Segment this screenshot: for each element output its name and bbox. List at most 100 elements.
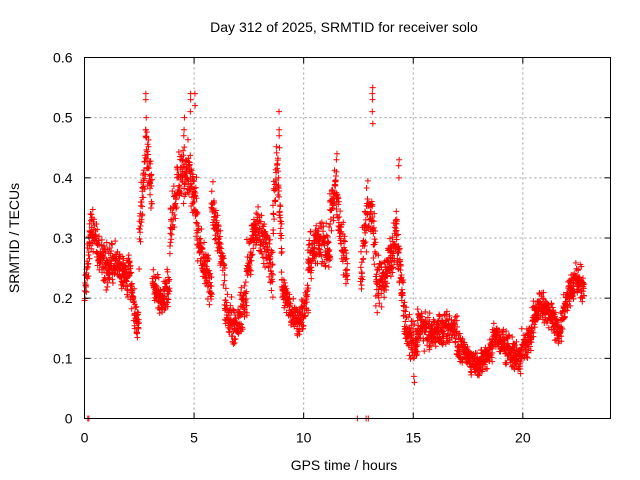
- data-point: [383, 286, 390, 293]
- data-point: [276, 126, 283, 133]
- data-point: [173, 204, 180, 211]
- data-point: [403, 304, 410, 311]
- data-point: [166, 285, 173, 292]
- x-axis-label: GPS time / hours: [291, 457, 398, 473]
- y-tick-label: 0.3: [53, 230, 73, 246]
- data-point: [224, 315, 231, 322]
- data-point: [363, 185, 370, 192]
- data-point: [540, 289, 547, 296]
- data-point: [264, 260, 271, 267]
- data-point: [218, 245, 225, 252]
- data-point: [216, 233, 223, 240]
- x-tick-label: 15: [405, 430, 421, 446]
- data-point: [249, 251, 256, 258]
- data-point: [187, 166, 194, 173]
- data-point: [298, 304, 305, 311]
- data-point: [537, 299, 544, 306]
- data-point: [333, 156, 340, 163]
- data-point: [411, 379, 418, 386]
- data-point: [395, 174, 402, 181]
- data-point: [215, 223, 222, 230]
- data-point: [268, 249, 275, 256]
- data-point: [343, 255, 350, 262]
- data-point: [564, 301, 571, 308]
- x-tick-label: 0: [81, 430, 89, 446]
- data-point: [248, 252, 255, 259]
- data-point: [172, 215, 179, 222]
- data-point: [142, 154, 149, 161]
- data-point: [310, 248, 317, 255]
- data-point: [371, 236, 378, 243]
- data-point: [181, 114, 188, 121]
- data-point: [228, 294, 235, 301]
- data-point: [227, 302, 234, 309]
- y-tick-label: 0.6: [53, 50, 73, 66]
- data-point: [138, 198, 145, 205]
- data-point: [219, 253, 226, 260]
- data-point: [145, 165, 152, 172]
- data-point: [167, 206, 174, 213]
- data-point: [86, 220, 93, 227]
- data-point: [104, 283, 111, 290]
- data-point: [221, 261, 228, 268]
- data-point: [193, 233, 200, 240]
- data-point: [452, 313, 459, 320]
- data-point: [239, 326, 246, 333]
- data-point: [208, 291, 215, 298]
- data-point: [278, 220, 285, 227]
- data-point: [124, 286, 131, 293]
- data-point: [262, 264, 269, 271]
- y-tick-label: 0.4: [53, 170, 73, 186]
- data-point: [372, 239, 379, 246]
- data-point: [208, 274, 215, 281]
- data-point: [132, 304, 139, 311]
- data-point: [421, 328, 428, 335]
- data-point: [479, 366, 486, 373]
- data-point: [454, 323, 461, 330]
- data-point: [207, 270, 214, 277]
- data-point: [518, 325, 525, 332]
- data-point: [336, 213, 343, 220]
- data-point: [221, 277, 228, 284]
- data-point: [575, 267, 582, 274]
- data-point: [243, 302, 250, 309]
- data-point: [181, 144, 188, 151]
- data-point: [315, 245, 322, 252]
- data-point: [311, 244, 318, 251]
- data-point: [269, 294, 276, 301]
- data-point: [327, 256, 334, 263]
- data-point: [497, 331, 504, 338]
- data-point: [105, 271, 112, 278]
- data-point: [96, 266, 103, 273]
- data-point: [399, 278, 406, 285]
- data-point: [85, 273, 92, 280]
- data-point: [261, 228, 268, 235]
- data-point: [359, 276, 366, 283]
- data-point: [274, 155, 281, 162]
- data-point: [393, 227, 400, 234]
- data-point: [369, 120, 376, 127]
- data-point: [320, 223, 327, 230]
- data-point: [344, 267, 351, 274]
- data-point: [325, 238, 332, 245]
- data-point: [409, 318, 416, 325]
- data-point: [271, 216, 278, 223]
- data-point: [486, 357, 493, 364]
- data-point: [422, 308, 429, 315]
- data-point: [138, 219, 145, 226]
- data-point: [89, 206, 96, 213]
- data-point: [337, 208, 344, 215]
- data-point: [266, 236, 273, 243]
- data-point: [133, 303, 140, 310]
- data-point: [265, 264, 272, 271]
- data-points: [81, 84, 588, 422]
- data-point: [278, 269, 285, 276]
- data-point: [264, 233, 271, 240]
- data-point: [273, 143, 280, 150]
- data-point: [112, 238, 119, 245]
- x-tick-labels: 0 5 10 15 20: [81, 430, 531, 446]
- data-point: [455, 331, 462, 338]
- data-point: [208, 283, 215, 290]
- data-point: [248, 257, 255, 264]
- data-point: [325, 239, 332, 246]
